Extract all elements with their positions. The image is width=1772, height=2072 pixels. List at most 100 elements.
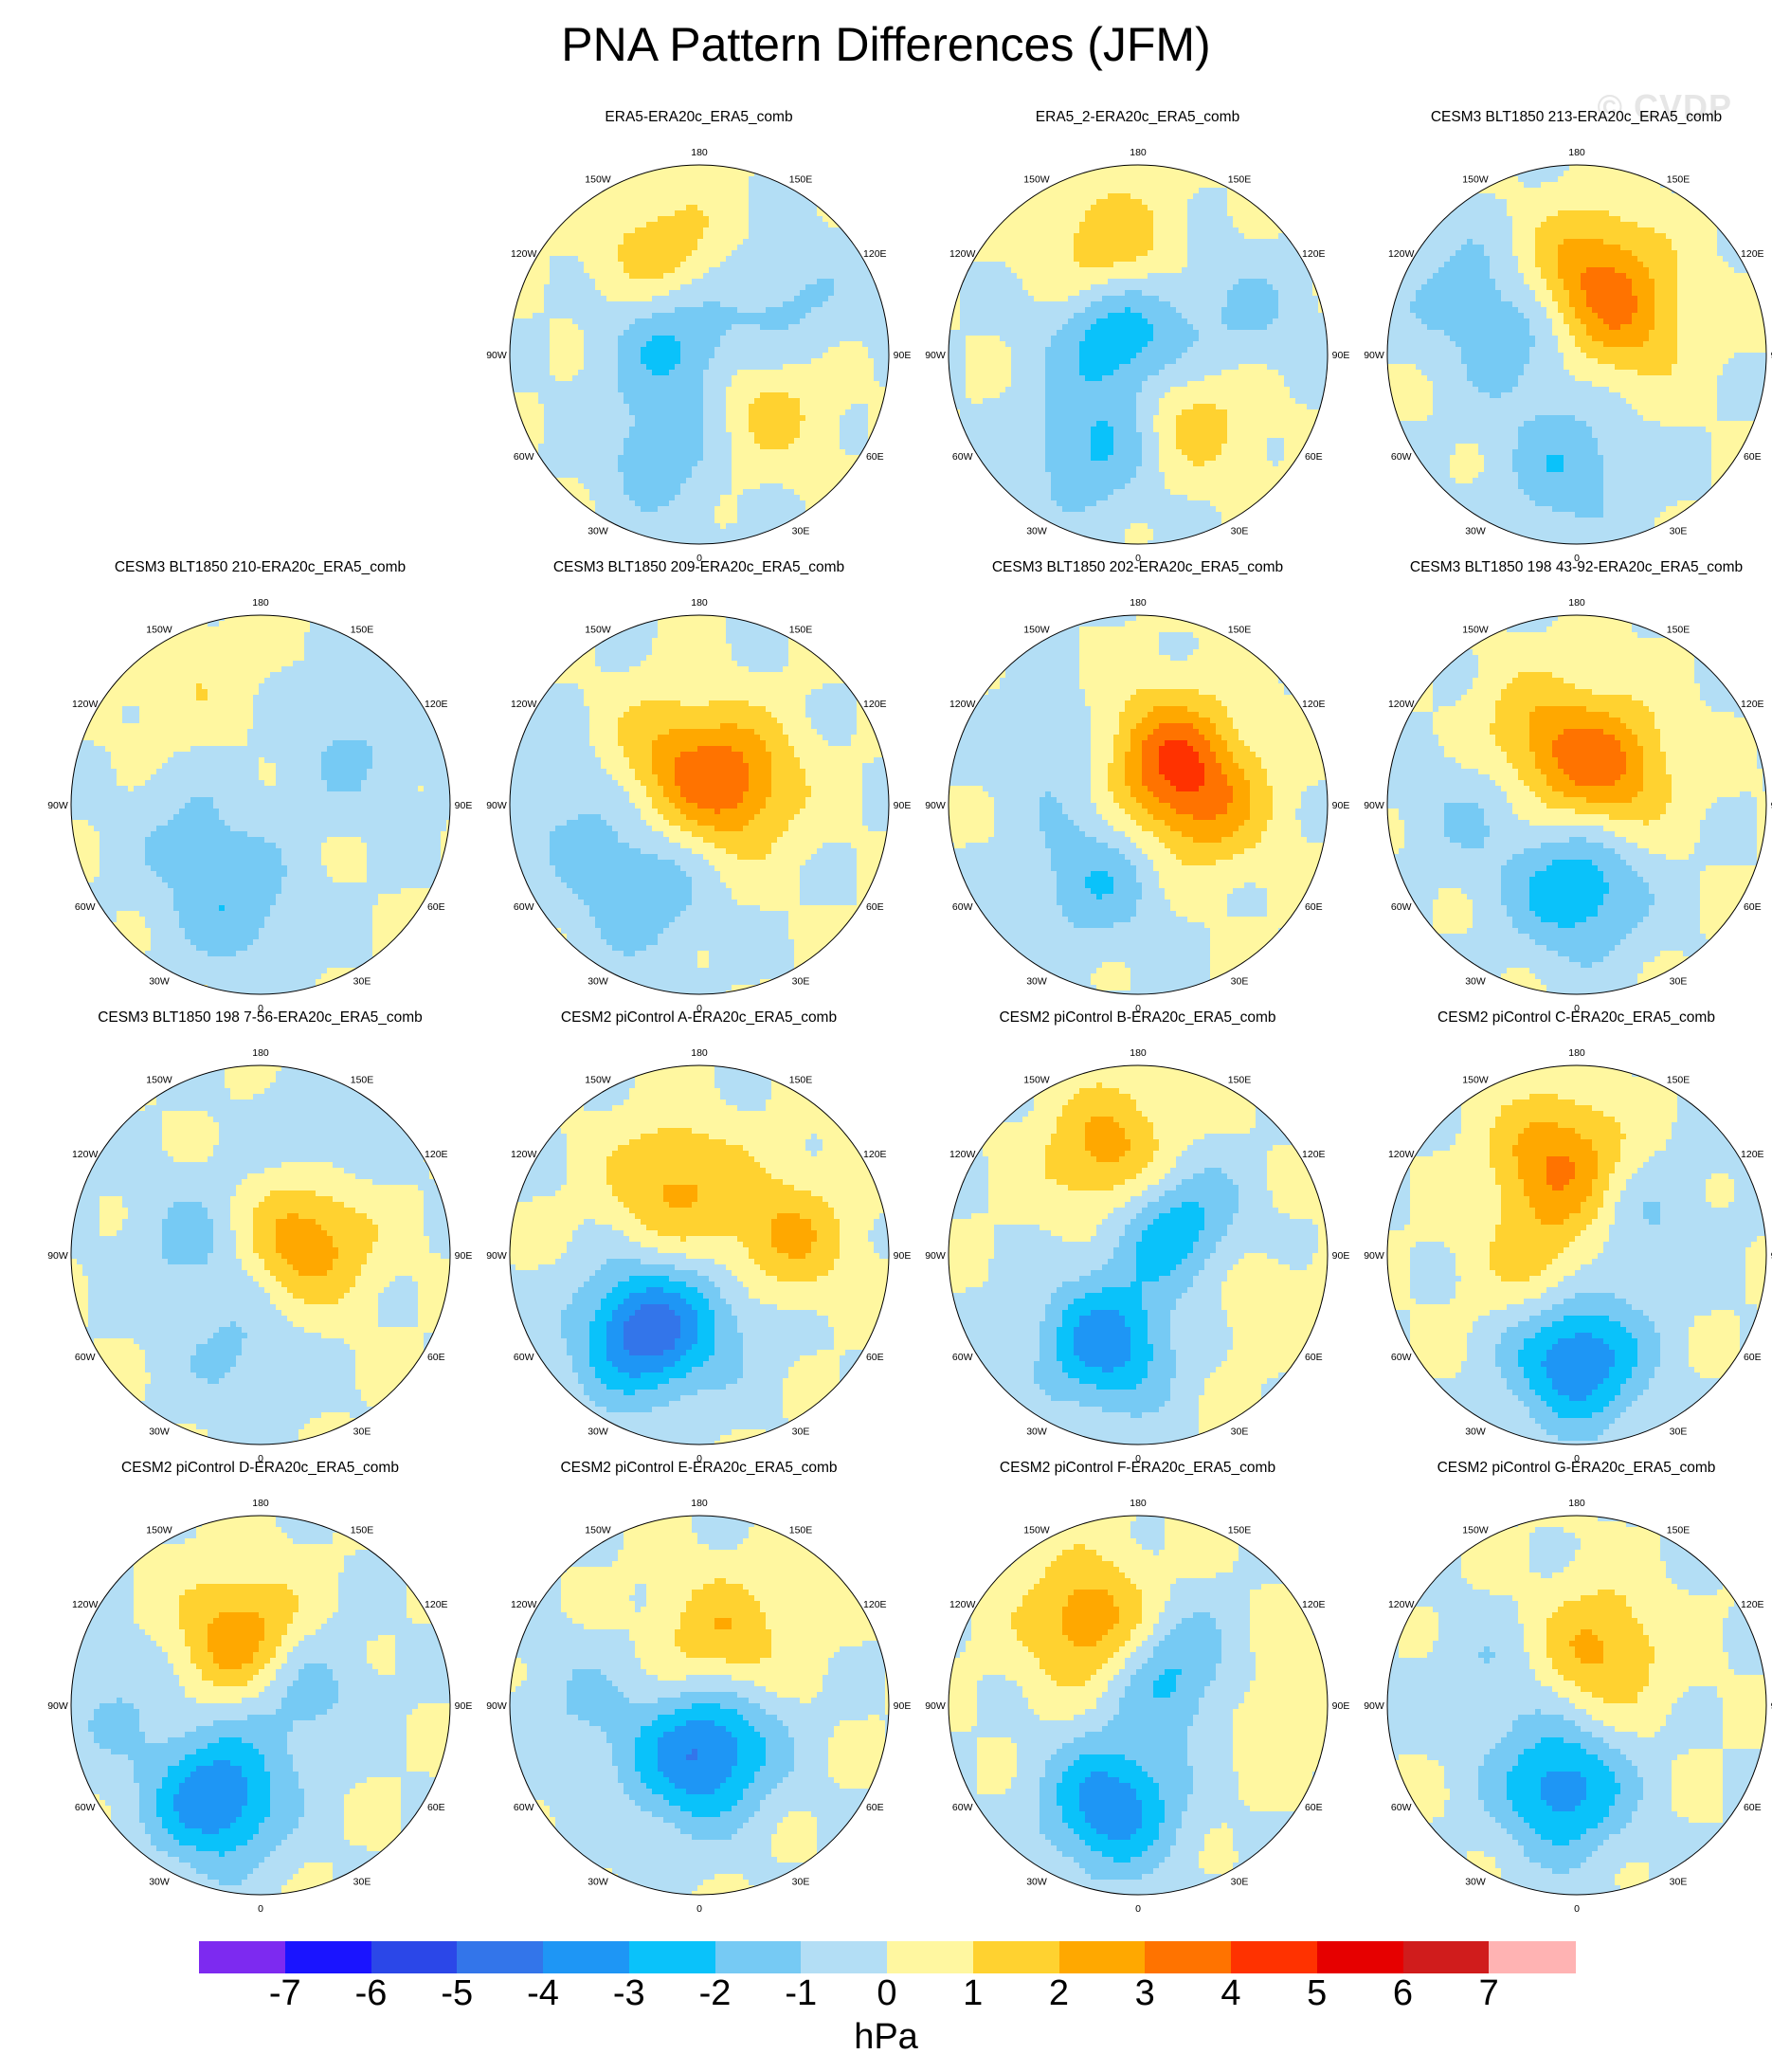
longitude-label: 90W xyxy=(1364,1250,1384,1262)
colorbar-segment xyxy=(1403,1941,1490,1973)
longitude-label: 60W xyxy=(1391,451,1412,463)
anomaly-field xyxy=(71,615,453,997)
anomaly-field xyxy=(510,1065,892,1447)
longitude-label: 0 xyxy=(258,1903,263,1915)
longitude-label: 150W xyxy=(585,625,611,636)
longitude-label: 180 xyxy=(252,597,269,609)
panel-title: CESM2 piControl A-ERA20c_ERA5_comb xyxy=(479,1009,919,1027)
longitude-label: 150W xyxy=(146,625,172,636)
longitude-label: 90W xyxy=(47,800,68,811)
longitude-label: 60W xyxy=(952,901,973,913)
anomaly-field xyxy=(949,1516,1330,1898)
longitude-label: 90W xyxy=(925,800,946,811)
longitude-label: 180 xyxy=(1568,1498,1585,1509)
colorbar-tick-label: -5 xyxy=(428,1973,485,2014)
map-panel: ERA5-ERA20c_ERA5_comb 180 150E 120E 90E 60E 30… xyxy=(479,109,919,559)
longitude-label: 120E xyxy=(1741,1599,1764,1610)
longitude-label: 150E xyxy=(351,1525,374,1536)
longitude-label: 120E xyxy=(425,699,448,710)
longitude-label: 120W xyxy=(1388,1599,1415,1610)
longitude-label: 180 xyxy=(691,1047,708,1059)
colorbar-segment xyxy=(973,1941,1059,1973)
map-panel: CESM2 piControl B-ERA20c_ERA5_comb 180 150… xyxy=(917,1009,1358,1460)
longitude-label: 120W xyxy=(1388,699,1415,710)
longitude-label: 150W xyxy=(1462,1525,1489,1536)
panel-title: CESM2 piControl C-ERA20c_ERA5_comb xyxy=(1356,1009,1772,1027)
longitude-label: 150W xyxy=(146,1525,172,1536)
longitude-label: 30E xyxy=(1670,975,1688,987)
longitude-label: 30W xyxy=(1026,975,1047,987)
longitude-label: 90E xyxy=(1332,1700,1350,1712)
longitude-label: 120E xyxy=(863,248,887,260)
longitude-label: 180 xyxy=(252,1047,269,1059)
longitude-label: 60E xyxy=(1744,1352,1762,1363)
longitude-label: 30E xyxy=(1231,1876,1249,1887)
longitude-label: 60E xyxy=(427,1802,445,1813)
longitude-label: 60E xyxy=(1305,901,1323,913)
longitude-label: 60W xyxy=(514,1352,534,1363)
colorbar-segment xyxy=(1489,1941,1575,1973)
longitude-label: 120E xyxy=(1302,248,1326,260)
longitude-label: 90E xyxy=(455,1250,473,1262)
anomaly-field xyxy=(71,1065,453,1447)
longitude-label: 0 xyxy=(696,1903,702,1915)
panel-title: CESM3 BLT1850 210-ERA20c_ERA5_comb xyxy=(40,559,480,576)
panel-title: CESM2 piControl B-ERA20c_ERA5_comb xyxy=(917,1009,1358,1027)
colorbar-segment xyxy=(1317,1941,1403,1973)
longitude-label: 150W xyxy=(585,174,611,186)
map-panel: CESM3 BLT1850 209-ERA20c_ERA5_comb 180 150… xyxy=(479,559,919,1009)
colorbar-segment xyxy=(457,1941,543,1973)
map-panel: CESM2 piControl A-ERA20c_ERA5_comb 180 150… xyxy=(479,1009,919,1460)
colorbar-segment xyxy=(371,1941,458,1973)
longitude-label: 30E xyxy=(792,975,810,987)
longitude-label: 60E xyxy=(1305,1802,1323,1813)
colorbar-segment xyxy=(715,1941,802,1973)
longitude-label: 60E xyxy=(1305,451,1323,463)
longitude-label: 30W xyxy=(149,1876,170,1887)
longitude-label: 120W xyxy=(72,1599,99,1610)
longitude-label: 90W xyxy=(925,350,946,361)
longitude-label: 90W xyxy=(1364,800,1384,811)
longitude-label: 60W xyxy=(514,451,534,463)
longitude-label: 150W xyxy=(1462,1075,1489,1086)
longitude-label: 90E xyxy=(455,1700,473,1712)
longitude-label: 120E xyxy=(1741,699,1764,710)
map-panel: CESM2 piControl F-ERA20c_ERA5_comb 180 150… xyxy=(917,1460,1358,1910)
longitude-label: 90E xyxy=(1332,1250,1350,1262)
map-panel: CESM2 piControl E-ERA20c_ERA5_comb 180 150… xyxy=(479,1460,919,1910)
longitude-label: 120W xyxy=(949,699,976,710)
longitude-label: 60W xyxy=(514,1802,534,1813)
longitude-label: 90W xyxy=(1364,1700,1384,1712)
colorbar-tick-label: 1 xyxy=(945,1973,1002,2014)
colorbar-units: hPa xyxy=(0,2017,1772,2058)
longitude-label: 30E xyxy=(792,1876,810,1887)
longitude-label: 120W xyxy=(949,1149,976,1160)
longitude-label: 150E xyxy=(789,174,813,186)
longitude-label: 30E xyxy=(353,975,371,987)
longitude-label: 30E xyxy=(1231,975,1249,987)
longitude-label: 30E xyxy=(353,1876,371,1887)
longitude-label: 60E xyxy=(427,1352,445,1363)
longitude-label: 30E xyxy=(792,525,810,536)
longitude-label: 120W xyxy=(72,1149,99,1160)
longitude-label: 120E xyxy=(1302,1599,1326,1610)
longitude-label: 150E xyxy=(351,1075,374,1086)
map-panel: CESM3 BLT1850 198 43-92-ERA20c_ERA5_comb… xyxy=(1356,559,1772,1009)
colorbar-tick-label: -6 xyxy=(343,1973,400,2014)
longitude-label: 150E xyxy=(1228,1075,1252,1086)
longitude-label: 90E xyxy=(1332,800,1350,811)
longitude-label: 90W xyxy=(925,1700,946,1712)
longitude-label: 90E xyxy=(455,800,473,811)
panel-title: CESM2 piControl D-ERA20c_ERA5_comb xyxy=(40,1460,480,1477)
longitude-label: 30E xyxy=(1231,1426,1249,1437)
longitude-label: 120W xyxy=(1388,1149,1415,1160)
longitude-label: 30W xyxy=(1026,1876,1047,1887)
longitude-label: 120W xyxy=(949,248,976,260)
longitude-label: 120E xyxy=(1302,699,1326,710)
